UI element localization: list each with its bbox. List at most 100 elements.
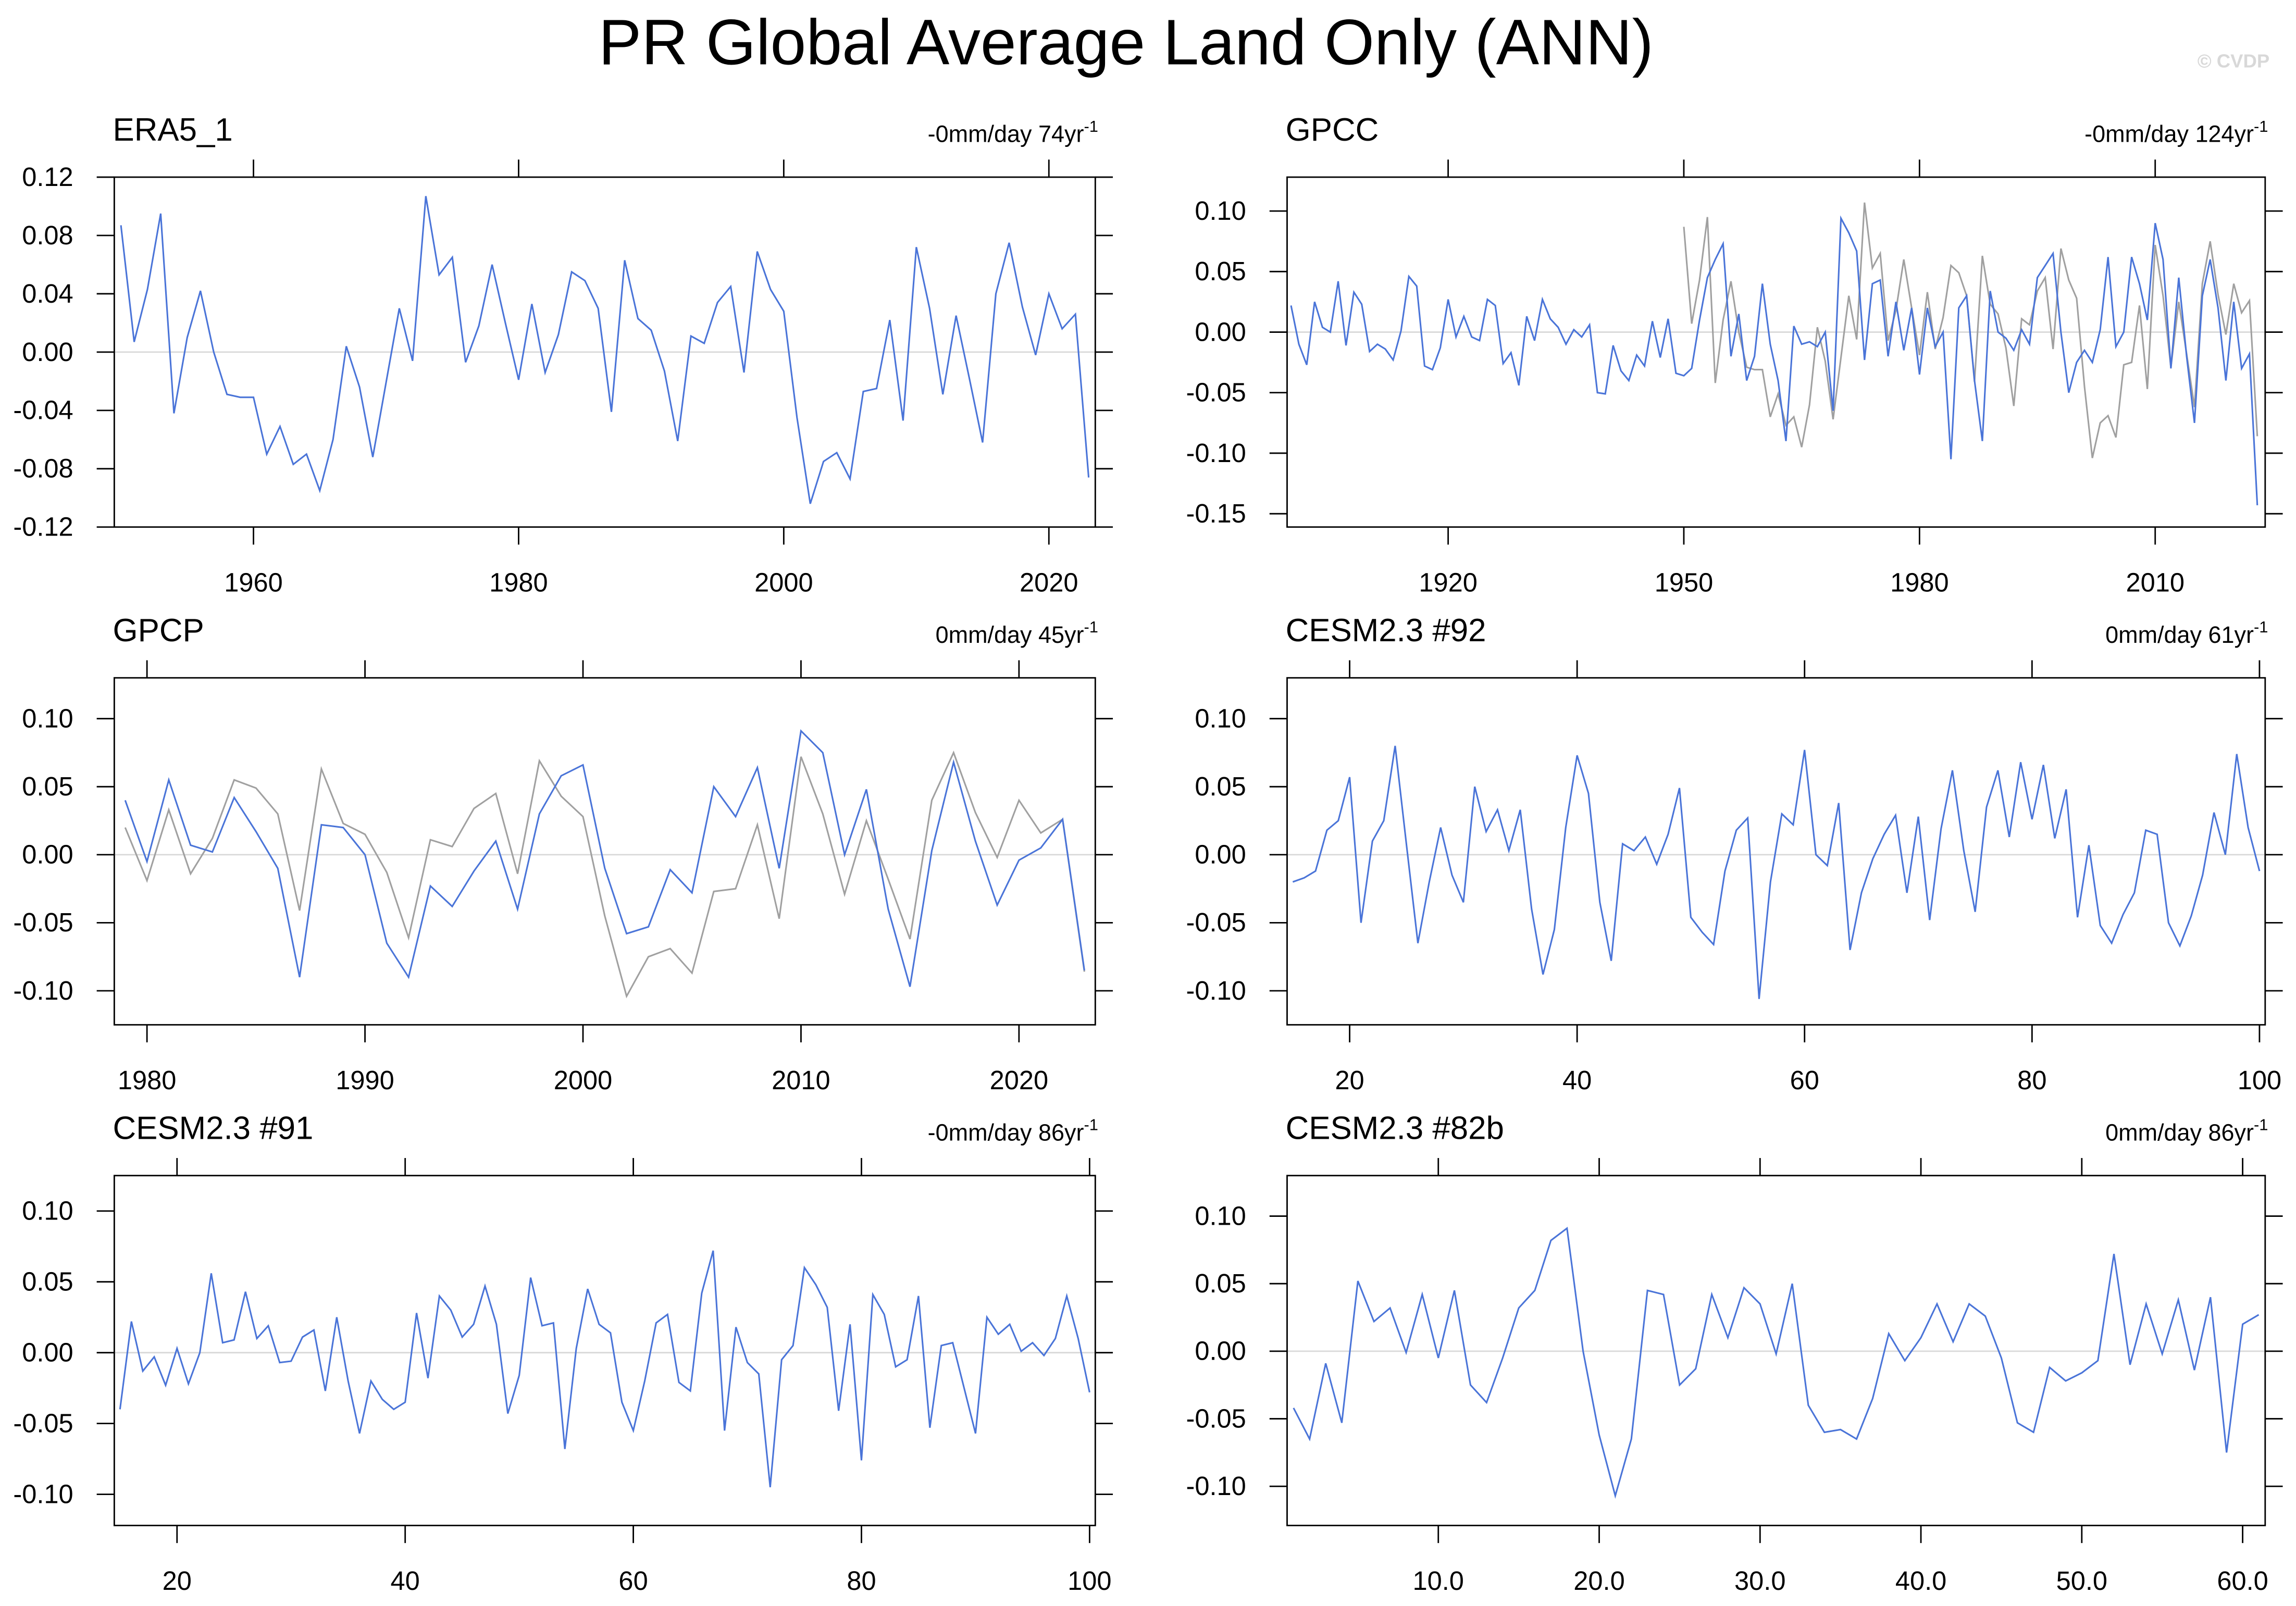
panel-title: ERA5_1 <box>113 112 233 148</box>
y-tick-label: 0.04 <box>22 279 73 308</box>
y-tick-label: 0.00 <box>22 840 73 869</box>
x-tick-label: 10.0 <box>1413 1566 1464 1596</box>
panel: CESM2.3 #91 -0mm/day 86yr-1 -0.10 -0.05 0.00… <box>13 1110 1113 1596</box>
series-line <box>119 1250 1090 1488</box>
watermark: © CVDP <box>2198 50 2270 71</box>
panel: GPCP 0mm/day 45yr-1 -0.10 -0.05 0.00 0.05 0.10… <box>13 613 1113 1095</box>
x-tick-label: 2000 <box>554 1065 613 1095</box>
y-tick-label: 0.00 <box>1195 840 1246 869</box>
panel-title: GPCC <box>1286 112 1379 148</box>
trend-label: -0mm/day 86yr-1 <box>928 1116 1098 1146</box>
y-tick-label: -0.08 <box>13 454 73 483</box>
panel: CESM2.3 #92 0mm/day 61yr-1 -0.10 -0.05 0.00 0… <box>1186 613 2283 1095</box>
panel: GPCC -0mm/day 124yr-1 -0.15 -0.10 -0.05 0.00 0… <box>1186 112 2283 597</box>
panel-title: CESM2.3 #82b <box>1286 1110 1504 1146</box>
plot-frame <box>1286 176 2266 528</box>
series-line <box>1292 745 2261 999</box>
y-tick-label: 0.00 <box>1195 317 1246 346</box>
x-tick-label: 40 <box>1562 1065 1592 1095</box>
y-tick-label: 0.10 <box>22 703 73 733</box>
trend-text: 0mm/day 45yr <box>936 621 1084 648</box>
x-tick-label: 20 <box>163 1566 192 1596</box>
x-tick-label: 100 <box>1068 1566 1111 1596</box>
x-tick-label: 40 <box>391 1566 420 1596</box>
panel: ERA5_1 -0mm/day 74yr-1 -0.12 -0.08 -0.04 0.00… <box>13 112 1113 597</box>
panel-title: CESM2.3 #91 <box>113 1110 314 1146</box>
series-line <box>124 729 1085 987</box>
x-tick-label: 1980 <box>1890 567 1949 597</box>
y-tick-label: 0.05 <box>1195 256 1246 286</box>
trend-label: 0mm/day 86yr-1 <box>2105 1116 2268 1146</box>
y-tick-label: 0.10 <box>1195 703 1246 733</box>
y-tick-label: 0.10 <box>1195 196 1246 226</box>
y-tick-label: -0.05 <box>13 907 73 937</box>
x-tick-label: 60 <box>1790 1065 1819 1095</box>
series-line <box>124 750 1085 999</box>
y-tick-label: -0.12 <box>13 512 73 542</box>
series-line <box>120 196 1090 504</box>
trend-text: 0mm/day 61yr <box>2105 621 2254 648</box>
x-tick-label: 1950 <box>1655 567 1714 597</box>
y-tick-label: 0.12 <box>22 162 73 192</box>
panel-title: GPCP <box>113 613 204 649</box>
x-tick-label: 80 <box>847 1566 876 1596</box>
trend-exponent: -1 <box>2254 117 2268 135</box>
x-tick-label: 2020 <box>1020 567 1078 597</box>
x-tick-label: 100 <box>2238 1065 2281 1095</box>
figure-title: PR Global Average Land Only (ANN) <box>599 7 1654 79</box>
series-line <box>1290 215 2258 505</box>
x-tick-label: 1980 <box>118 1065 177 1095</box>
series-line <box>1293 1227 2260 1499</box>
y-tick-label: 0.10 <box>22 1196 73 1226</box>
x-tick-label: 30.0 <box>1734 1566 1785 1596</box>
trend-label: -0mm/day 74yr-1 <box>928 117 1098 147</box>
x-tick-label: 80 <box>2017 1065 2046 1095</box>
y-tick-label: -0.10 <box>1186 438 1246 468</box>
trend-label: 0mm/day 45yr-1 <box>936 618 1098 648</box>
x-tick-label: 60 <box>618 1566 648 1596</box>
x-tick-label: 1920 <box>1419 567 1478 597</box>
y-tick-label: 0.10 <box>1195 1201 1246 1230</box>
y-tick-label: -0.10 <box>1186 1471 1246 1501</box>
x-tick-label: 2010 <box>2126 567 2185 597</box>
panel: CESM2.3 #82b 0mm/day 86yr-1 -0.10 -0.05 0.00… <box>1186 1110 2283 1596</box>
y-tick-label: 0.00 <box>1195 1336 1246 1366</box>
trend-exponent: -1 <box>2254 618 2268 636</box>
y-tick-label: -0.10 <box>1186 976 1246 1005</box>
plot-frame <box>113 176 1096 528</box>
y-tick-label: 0.05 <box>22 771 73 801</box>
trend-exponent: -1 <box>2254 1116 2268 1134</box>
y-tick-label: 0.08 <box>22 220 73 250</box>
x-tick-label: 2010 <box>772 1065 830 1095</box>
x-tick-label: 60.0 <box>2217 1566 2268 1596</box>
y-tick-label: -0.05 <box>1186 378 1246 407</box>
x-tick-label: 2000 <box>754 567 813 597</box>
plot-frame <box>1286 1175 2266 1526</box>
y-tick-label: 0.00 <box>22 337 73 367</box>
trend-text: -0mm/day 74yr <box>928 121 1084 147</box>
panel-title: CESM2.3 #92 <box>1286 613 1486 649</box>
trend-exponent: -1 <box>1084 117 1098 135</box>
trend-exponent: -1 <box>1084 618 1098 636</box>
trend-label: -0mm/day 124yr-1 <box>2084 117 2268 147</box>
y-tick-label: 0.05 <box>1195 1268 1246 1298</box>
trend-label: 0mm/day 61yr-1 <box>2105 618 2268 648</box>
x-tick-label: 20.0 <box>1573 1566 1624 1596</box>
x-tick-label: 2020 <box>990 1065 1049 1095</box>
y-tick-label: -0.05 <box>1186 1403 1246 1433</box>
x-tick-label: 1990 <box>336 1065 394 1095</box>
y-tick-label: -0.05 <box>1186 907 1246 937</box>
trend-text: -0mm/day 86yr <box>928 1119 1084 1146</box>
y-tick-label: 0.05 <box>22 1267 73 1297</box>
y-tick-label: -0.15 <box>1186 499 1246 528</box>
y-tick-label: -0.05 <box>13 1408 73 1438</box>
x-tick-label: 20 <box>1335 1065 1364 1095</box>
plot-frame <box>113 677 1096 1026</box>
trend-text: 0mm/day 86yr <box>2105 1119 2254 1146</box>
y-tick-label: -0.04 <box>13 395 73 425</box>
x-tick-label: 1980 <box>489 567 548 597</box>
y-tick-label: 0.05 <box>1195 771 1246 801</box>
